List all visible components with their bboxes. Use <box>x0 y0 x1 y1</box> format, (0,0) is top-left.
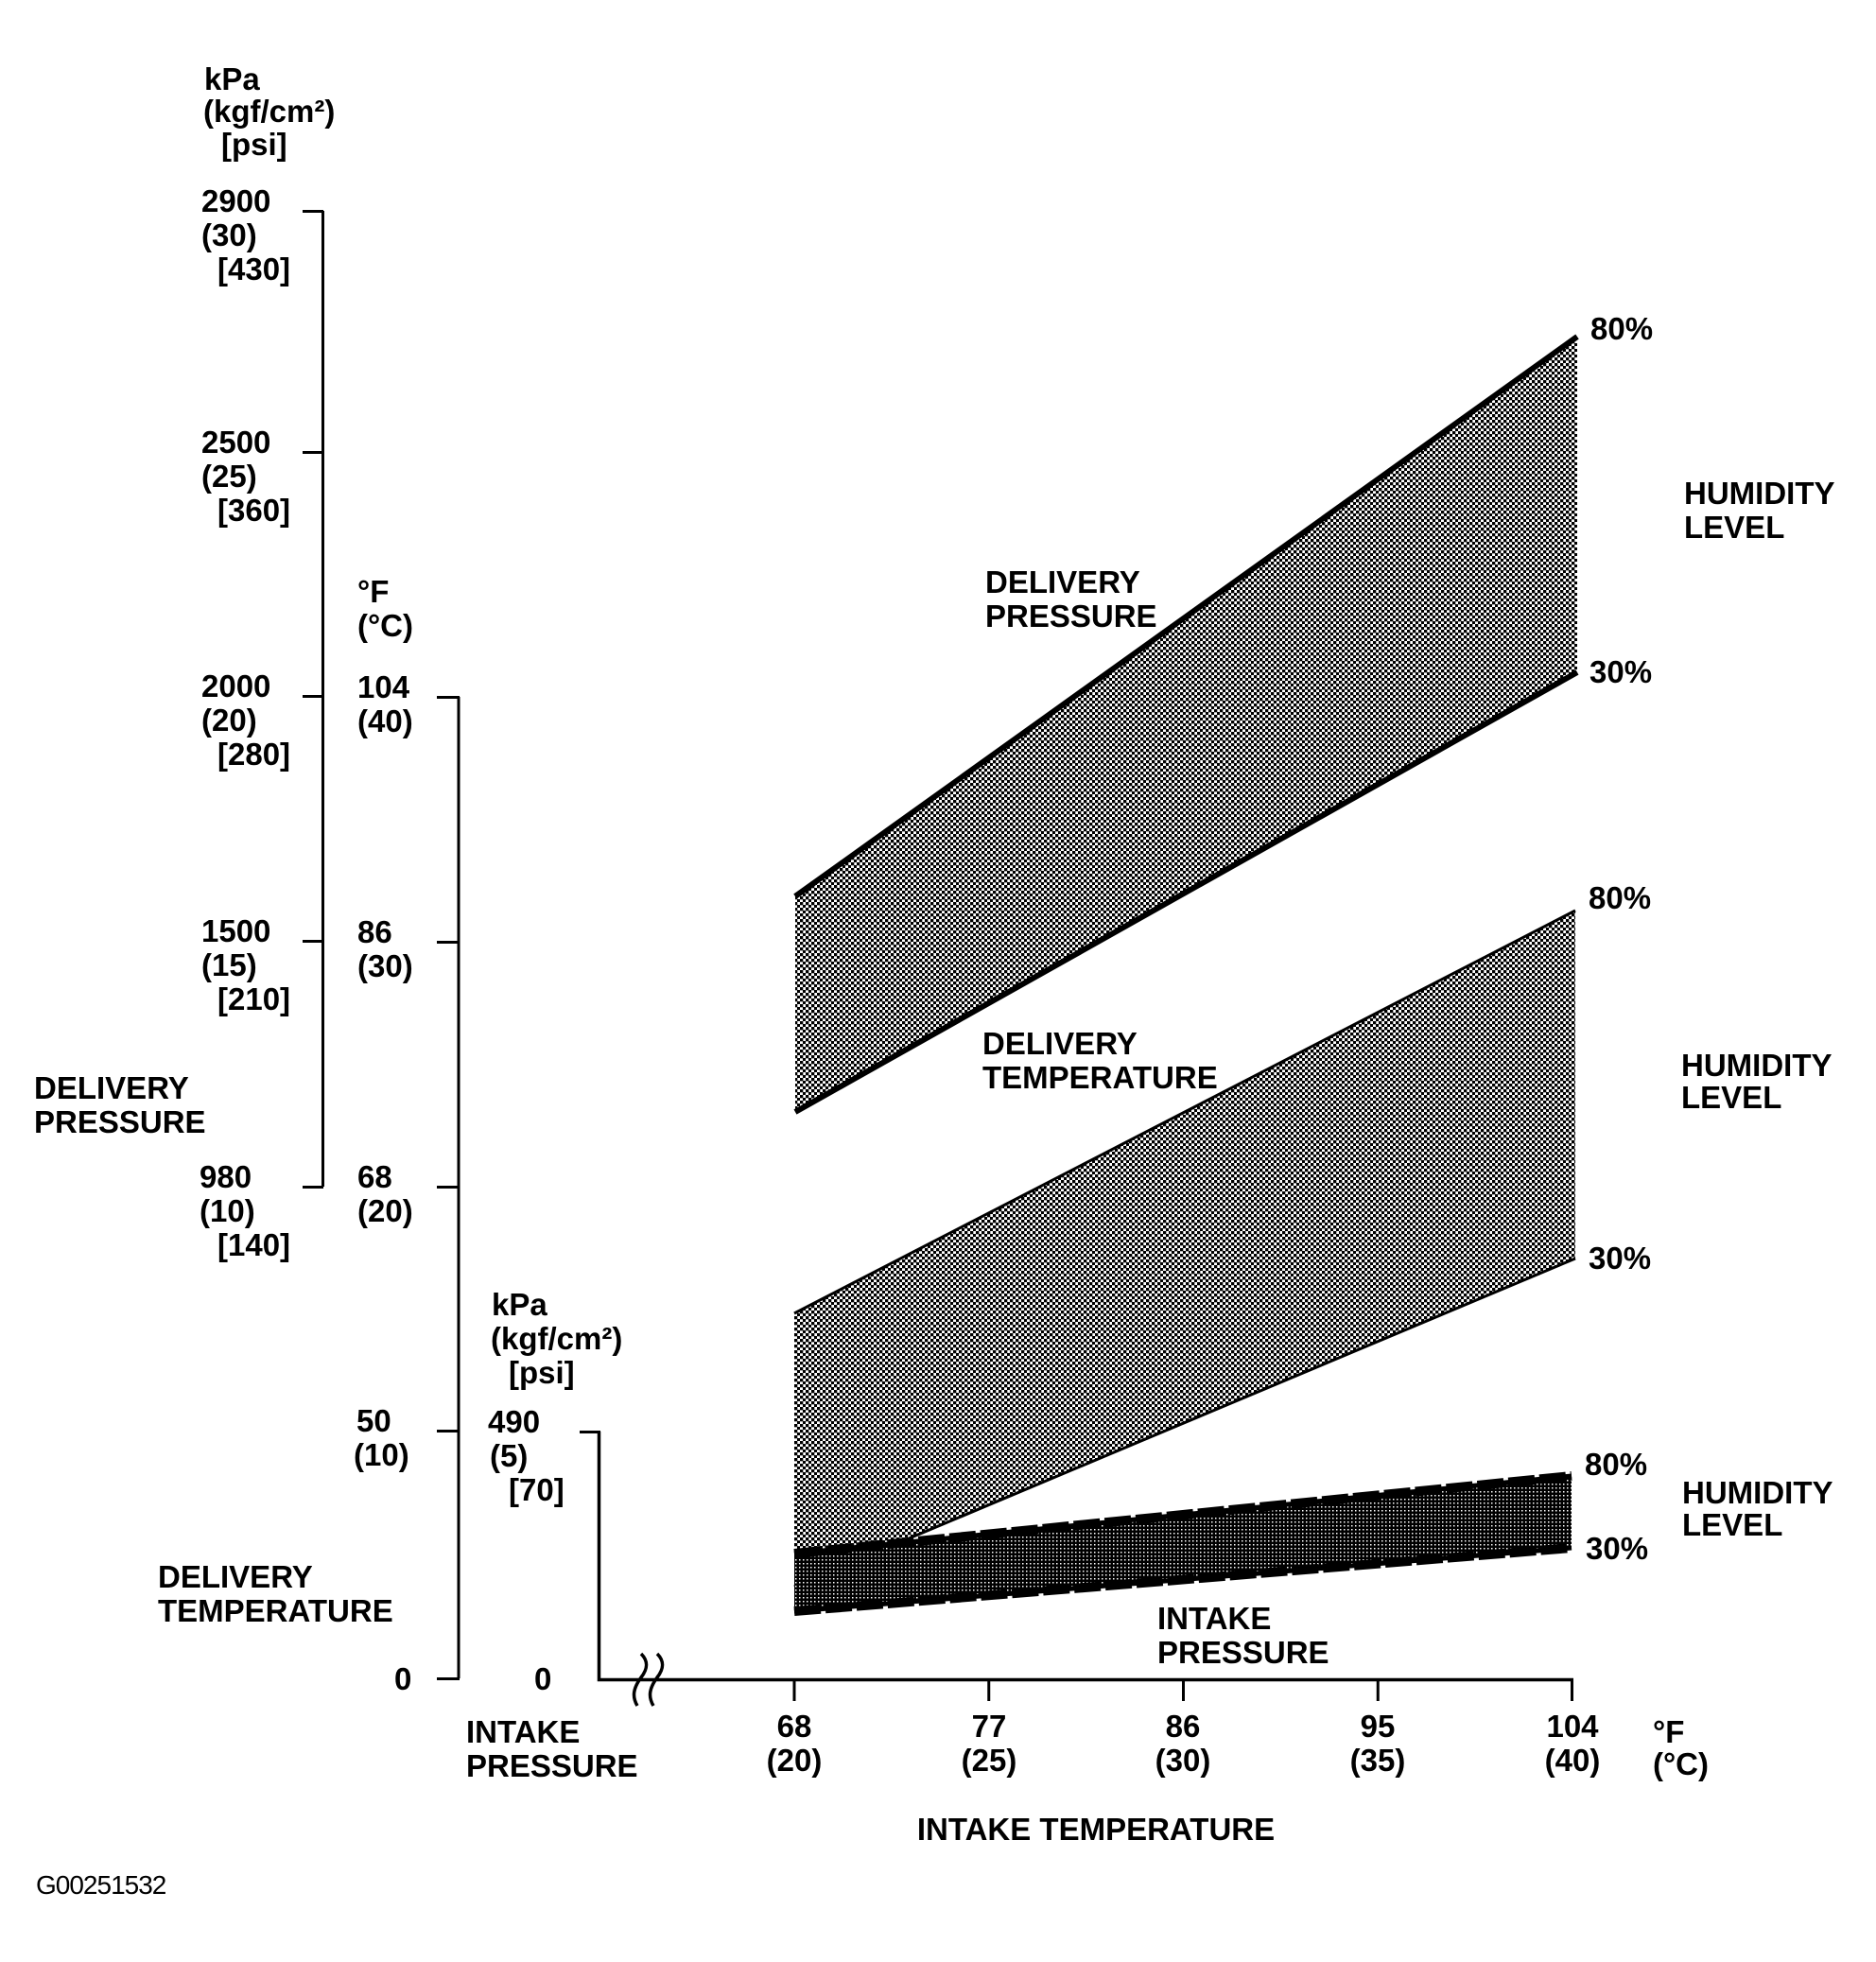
svg-text:(20): (20) <box>767 1743 823 1778</box>
svg-text:(25): (25) <box>962 1743 1017 1778</box>
svg-text:(°C): (°C) <box>1653 1746 1709 1781</box>
svg-text:980: 980 <box>200 1159 252 1194</box>
svg-text:°F: °F <box>1653 1714 1684 1749</box>
svg-text:2000: 2000 <box>201 668 270 703</box>
svg-text:(30): (30) <box>201 217 257 252</box>
svg-text:[psi]: [psi] <box>509 1355 575 1390</box>
svg-text:30%: 30% <box>1589 654 1652 689</box>
svg-text:(kgf/cm²): (kgf/cm²) <box>203 94 335 129</box>
svg-text:INTAKE: INTAKE <box>466 1714 580 1749</box>
svg-text:(35): (35) <box>1350 1743 1406 1778</box>
svg-text:PRESSURE: PRESSURE <box>466 1748 638 1783</box>
svg-text:68: 68 <box>357 1159 392 1194</box>
svg-text:HUMIDITY: HUMIDITY <box>1682 1475 1833 1510</box>
svg-text:30%: 30% <box>1586 1531 1648 1566</box>
svg-text:(25): (25) <box>201 459 257 494</box>
svg-text:kPa: kPa <box>204 61 260 96</box>
svg-text:(15): (15) <box>201 947 257 982</box>
svg-text:PRESSURE: PRESSURE <box>1157 1635 1329 1670</box>
svg-text:0: 0 <box>534 1661 551 1696</box>
svg-text:(40): (40) <box>357 703 413 738</box>
svg-text:PRESSURE: PRESSURE <box>985 599 1157 634</box>
svg-text:[psi]: [psi] <box>221 127 287 162</box>
svg-text:HUMIDITY: HUMIDITY <box>1681 1048 1833 1083</box>
svg-text:(5): (5) <box>490 1438 528 1473</box>
svg-text:TEMPERATURE: TEMPERATURE <box>982 1060 1218 1095</box>
svg-text:2500: 2500 <box>201 425 270 460</box>
svg-text:(20): (20) <box>201 703 257 738</box>
svg-text:DELIVERY: DELIVERY <box>982 1026 1138 1061</box>
svg-text:[210]: [210] <box>217 981 290 1016</box>
svg-text:LEVEL: LEVEL <box>1684 510 1784 545</box>
svg-text:LEVEL: LEVEL <box>1681 1080 1781 1115</box>
svg-text:kPa: kPa <box>492 1287 547 1322</box>
svg-text:104: 104 <box>1546 1709 1599 1744</box>
svg-text:G00251532: G00251532 <box>36 1870 166 1900</box>
svg-text:68: 68 <box>777 1709 812 1744</box>
svg-text:77: 77 <box>972 1709 1007 1744</box>
svg-text:[360]: [360] <box>217 493 290 528</box>
svg-text:DELIVERY: DELIVERY <box>985 564 1140 599</box>
svg-text:1500: 1500 <box>201 913 270 948</box>
svg-text:INTAKE TEMPERATURE: INTAKE TEMPERATURE <box>917 1812 1275 1847</box>
svg-text:[430]: [430] <box>217 252 290 286</box>
svg-text:80%: 80% <box>1589 880 1651 915</box>
svg-text:(10): (10) <box>200 1193 255 1228</box>
svg-text:80%: 80% <box>1585 1447 1647 1482</box>
svg-text:86: 86 <box>357 914 392 949</box>
svg-text:LEVEL: LEVEL <box>1682 1507 1782 1542</box>
svg-text:(kgf/cm²): (kgf/cm²) <box>491 1321 622 1356</box>
svg-text:490: 490 <box>488 1404 540 1439</box>
svg-text:TEMPERATURE: TEMPERATURE <box>158 1593 393 1628</box>
svg-text:86: 86 <box>1166 1709 1201 1744</box>
svg-text:[140]: [140] <box>217 1227 290 1262</box>
svg-text:(30): (30) <box>357 948 413 983</box>
svg-text:[70]: [70] <box>509 1472 565 1507</box>
svg-text:(40): (40) <box>1545 1743 1601 1778</box>
svg-text:[280]: [280] <box>217 737 290 772</box>
svg-text:INTAKE: INTAKE <box>1157 1601 1271 1636</box>
svg-text:30%: 30% <box>1589 1241 1651 1276</box>
svg-text:(°C): (°C) <box>357 608 413 643</box>
svg-text:(30): (30) <box>1155 1743 1211 1778</box>
svg-text:104: 104 <box>357 669 410 704</box>
svg-text:DELIVERY: DELIVERY <box>158 1559 313 1594</box>
svg-text:95: 95 <box>1361 1709 1396 1744</box>
svg-text:2900: 2900 <box>201 183 270 218</box>
svg-text:(10): (10) <box>354 1437 409 1472</box>
svg-text:(20): (20) <box>357 1193 413 1228</box>
svg-text:0: 0 <box>394 1661 411 1696</box>
svg-text:80%: 80% <box>1590 311 1653 346</box>
svg-text:50: 50 <box>356 1403 391 1438</box>
svg-text:°F: °F <box>357 574 389 609</box>
svg-text:DELIVERY: DELIVERY <box>34 1070 189 1105</box>
svg-text:PRESSURE: PRESSURE <box>34 1104 206 1139</box>
svg-text:HUMIDITY: HUMIDITY <box>1684 476 1835 511</box>
